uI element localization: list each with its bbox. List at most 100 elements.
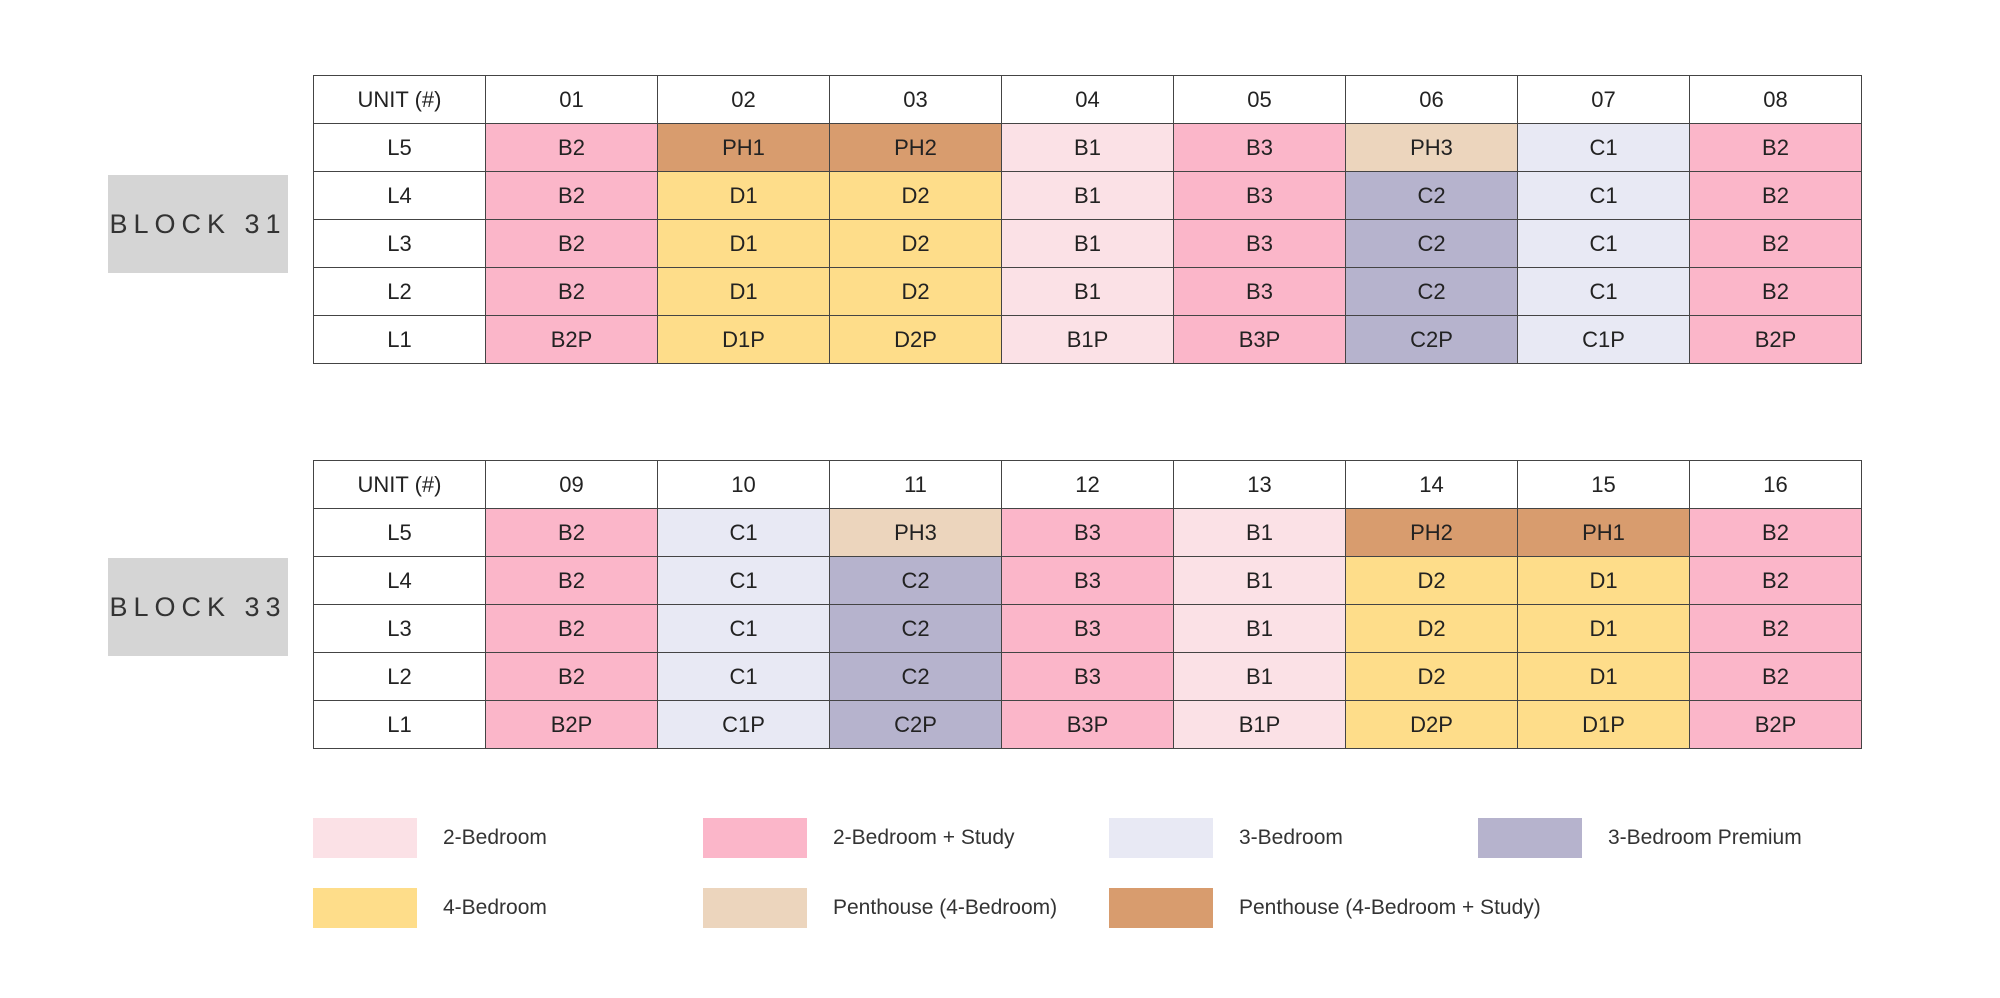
header-row: UNIT (#) 01 02 03 04 05 06 07 08 [313,75,1862,124]
unit-type-cell: B2 [1689,267,1862,316]
unit-type-cell: D1P [1517,700,1690,749]
unit-type-cell: PH3 [829,508,1002,557]
unit-number-cell: 13 [1173,460,1346,509]
unit-type-cell: B2 [1689,556,1862,605]
unit-type-cell: B2 [485,123,658,172]
legend-label: 2-Bedroom + Study [833,826,1015,849]
unit-type-cell: B1 [1001,219,1174,268]
unit-header-cell: UNIT (#) [313,75,486,124]
unit-type-cell: C1 [657,604,830,653]
unit-type-cell: B2 [1689,171,1862,220]
unit-type-cell: C2P [1345,315,1518,364]
legend-swatch [313,888,417,928]
unit-type-cell: B3 [1173,171,1346,220]
unit-type-cell: D2 [1345,556,1518,605]
unit-type-cell: B1 [1173,556,1346,605]
unit-type-cell: B3 [1173,123,1346,172]
unit-type-cell: D1 [657,267,830,316]
legend-label: 4-Bedroom [443,896,547,919]
unit-type-cell: B2 [485,508,658,557]
unit-type-cell: D2P [1345,700,1518,749]
legend-label: Penthouse (4-Bedroom) [833,896,1058,919]
level-label-cell: L2 [313,652,486,701]
block-31-label: BLOCK 31 [108,175,288,273]
legend-label: Penthouse (4-Bedroom + Study) [1239,896,1541,919]
legend-item: Penthouse (4-Bedroom) [703,888,1057,928]
level-row: L5 B2 C1 PH3 B3 B1 PH2 PH1 B2 [313,508,1862,557]
unit-type-cell: D1 [657,219,830,268]
unit-type-cell: C1 [1517,123,1690,172]
block-33-stacking-table: UNIT (#) 09 10 11 12 13 14 15 16 L5 B2 C1 PH3 B3 B1 PH2… [313,460,1862,749]
unit-type-cell: B2 [1689,219,1862,268]
unit-number-cell: 14 [1345,460,1518,509]
unit-type-cell: B2P [1689,315,1862,364]
level-row: L5 B2 PH1 PH2 B1 B3 PH3 C1 B2 [313,123,1862,172]
unit-type-cell: C1P [657,700,830,749]
legend-item: Penthouse (4-Bedroom + Study) [1109,888,1541,928]
unit-number-cell: 12 [1001,460,1174,509]
block-33-label: BLOCK 33 [108,558,288,656]
unit-type-cell: D2 [1345,652,1518,701]
unit-number-cell: 08 [1689,75,1862,124]
unit-type-cell: PH1 [657,123,830,172]
unit-type-cell: D2P [829,315,1002,364]
unit-type-cell: B1 [1001,123,1174,172]
unit-type-cell: B2 [1689,123,1862,172]
level-label-cell: L3 [313,219,486,268]
unit-type-cell: B2 [1689,652,1862,701]
unit-type-cell: B1 [1001,267,1174,316]
legend-label: 2-Bedroom [443,826,547,849]
level-label-cell: L5 [313,123,486,172]
unit-type-cell: B1P [1173,700,1346,749]
unit-number-cell: 09 [485,460,658,509]
unit-type-cell: D1 [1517,652,1690,701]
block-31-stacking-table: UNIT (#) 01 02 03 04 05 06 07 08 L5 B2 PH1 PH2 B1 B3 PH… [313,75,1862,364]
legend-item: 4-Bedroom [313,888,547,928]
unit-type-cell: B2 [485,652,658,701]
unit-type-cell: C2P [829,700,1002,749]
unit-type-cell: B1 [1001,171,1174,220]
level-row: L2 B2 D1 D2 B1 B3 C2 C1 B2 [313,267,1862,316]
unit-type-cell: PH2 [1345,508,1518,557]
unit-type-cell: D2 [1345,604,1518,653]
unit-number-cell: 06 [1345,75,1518,124]
unit-type-cell: C1 [657,652,830,701]
level-row: L4 B2 D1 D2 B1 B3 C2 C1 B2 [313,171,1862,220]
unit-number-cell: 07 [1517,75,1690,124]
unit-number-cell: 16 [1689,460,1862,509]
unit-type-cell: B1 [1173,652,1346,701]
unit-type-cell: B3 [1173,267,1346,316]
unit-number-cell: 03 [829,75,1002,124]
unit-type-cell: C2 [1345,219,1518,268]
legend-item: 2-Bedroom + Study [703,818,1015,858]
legend-swatch [1109,888,1213,928]
level-label-cell: L2 [313,267,486,316]
unit-type-cell: D1 [1517,604,1690,653]
unit-type-cell: D2 [829,171,1002,220]
unit-type-cell: B3 [1001,556,1174,605]
unit-type-cell: D2 [829,219,1002,268]
legend-swatch [1109,818,1213,858]
unit-type-cell: B2 [485,267,658,316]
unit-type-cell: C1P [1517,315,1690,364]
unit-type-cell: B2 [485,171,658,220]
unit-number-cell: 05 [1173,75,1346,124]
level-row: L3 B2 D1 D2 B1 B3 C2 C1 B2 [313,219,1862,268]
unit-type-cell: B2P [1689,700,1862,749]
unit-number-cell: 15 [1517,460,1690,509]
unit-number-cell: 11 [829,460,1002,509]
unit-number-cell: 02 [657,75,830,124]
legend-swatch [703,818,807,858]
unit-type-cell: C1 [1517,219,1690,268]
block-31-label-text: BLOCK 31 [109,208,287,239]
unit-type-cell: B2P [485,315,658,364]
unit-type-cell: B3 [1001,652,1174,701]
level-label-cell: L4 [313,171,486,220]
legend-swatch [1478,818,1582,858]
legend-swatch [703,888,807,928]
level-label-cell: L1 [313,315,486,364]
unit-type-cell: C2 [829,556,1002,605]
unit-type-cell: PH3 [1345,123,1518,172]
legend-swatch [313,818,417,858]
unit-type-cell: C2 [1345,267,1518,316]
